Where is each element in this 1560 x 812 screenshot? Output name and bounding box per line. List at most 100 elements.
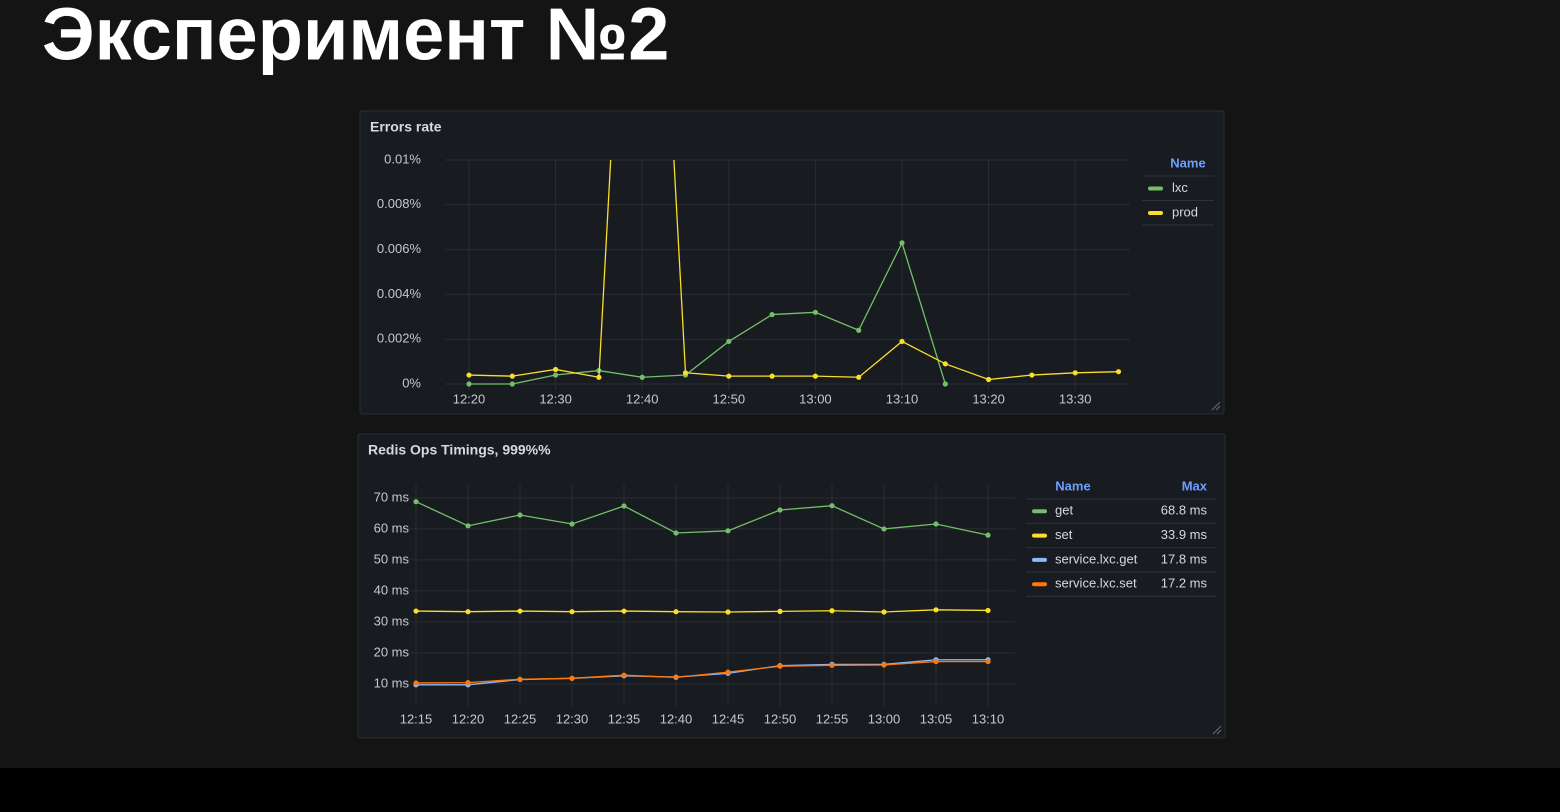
x-tick-label: 12:15 bbox=[400, 711, 433, 726]
x-tick-label: 13:00 bbox=[868, 711, 901, 726]
legend-max: 17.8 ms bbox=[1161, 551, 1208, 566]
data-point bbox=[725, 609, 731, 615]
data-point bbox=[726, 338, 732, 345]
data-point bbox=[856, 327, 862, 333]
data-point bbox=[881, 526, 887, 532]
data-point bbox=[569, 675, 575, 681]
data-point bbox=[899, 240, 905, 246]
y-tick-label: 20 ms bbox=[374, 644, 410, 659]
data-point bbox=[933, 607, 939, 613]
resize-handle bbox=[1211, 401, 1221, 411]
legend-name: service.lxc.set bbox=[1055, 576, 1137, 591]
data-point bbox=[942, 361, 948, 367]
data-point bbox=[673, 674, 679, 680]
x-tick-label: 13:10 bbox=[972, 711, 1005, 726]
y-tick-label: 0% bbox=[402, 375, 421, 390]
y-tick-label: 0.008% bbox=[377, 196, 422, 211]
legend-name: get bbox=[1055, 503, 1073, 518]
legend-header: Name bbox=[1055, 478, 1090, 493]
data-point bbox=[553, 372, 559, 378]
data-point bbox=[856, 374, 862, 380]
series-line bbox=[415, 660, 988, 684]
data-point bbox=[509, 381, 515, 387]
data-point bbox=[413, 499, 419, 505]
series-line bbox=[415, 609, 989, 613]
data-point bbox=[682, 370, 689, 376]
data-point bbox=[725, 528, 731, 534]
y-tick-label: 40 ms bbox=[374, 582, 410, 597]
x-tick-label: 12:55 bbox=[816, 711, 849, 726]
y-tick-label: 60 ms bbox=[374, 520, 410, 535]
data-point bbox=[413, 680, 419, 686]
data-point bbox=[881, 609, 887, 615]
data-point bbox=[553, 366, 559, 373]
x-tick-label: 12:30 bbox=[539, 391, 572, 406]
y-tick-label: 0.006% bbox=[377, 241, 422, 256]
x-tick-label: 12:40 bbox=[660, 711, 693, 726]
panel bbox=[359, 110, 1225, 415]
data-point bbox=[899, 338, 905, 345]
data-point bbox=[639, 374, 645, 380]
data-point bbox=[466, 372, 472, 378]
y-tick-label: 70 ms bbox=[374, 489, 410, 504]
data-point bbox=[673, 609, 679, 615]
data-point bbox=[881, 662, 887, 668]
data-point bbox=[829, 608, 835, 614]
data-point bbox=[777, 507, 783, 513]
legend-header: Name bbox=[1170, 155, 1205, 170]
data-point bbox=[621, 503, 627, 509]
panel-title: Redis Ops Timings, 999%% bbox=[368, 442, 551, 458]
legend-name: prod bbox=[1172, 204, 1198, 219]
data-point bbox=[466, 381, 472, 387]
series-line bbox=[468, 160, 1119, 381]
data-point bbox=[673, 530, 679, 536]
x-tick-label: 12:30 bbox=[556, 711, 589, 726]
resize-handle bbox=[1212, 725, 1222, 735]
legend-name: service.lxc.get bbox=[1055, 551, 1138, 566]
slide-title: Эксперимент №2 bbox=[42, 0, 669, 76]
data-point bbox=[465, 523, 471, 529]
data-point bbox=[777, 608, 783, 614]
y-tick-label: 50 ms bbox=[374, 551, 410, 566]
x-tick-label: 13:30 bbox=[1059, 391, 1092, 406]
x-tick-label: 12:25 bbox=[504, 711, 537, 726]
legend-name: lxc bbox=[1172, 180, 1188, 195]
data-point bbox=[1029, 372, 1035, 378]
data-point bbox=[621, 608, 627, 614]
data-point bbox=[569, 521, 575, 527]
x-tick-label: 13:10 bbox=[886, 391, 919, 406]
x-tick-label: 13:05 bbox=[920, 711, 953, 726]
data-point bbox=[465, 609, 471, 615]
y-tick-label: 30 ms bbox=[374, 613, 410, 628]
panel bbox=[357, 433, 1226, 739]
bottom-bar bbox=[0, 768, 1560, 812]
data-point bbox=[985, 532, 991, 538]
legend-name: set bbox=[1055, 527, 1073, 542]
series-line bbox=[469, 241, 946, 385]
data-point bbox=[933, 521, 939, 527]
data-point bbox=[725, 669, 731, 675]
data-point bbox=[769, 311, 775, 318]
x-tick-label: 12:20 bbox=[452, 711, 485, 726]
data-point bbox=[986, 376, 992, 383]
data-point bbox=[596, 374, 602, 380]
data-point bbox=[509, 373, 515, 379]
data-point bbox=[1115, 369, 1122, 375]
data-point bbox=[726, 373, 732, 379]
data-point bbox=[777, 663, 783, 669]
data-point bbox=[812, 309, 819, 315]
data-point bbox=[465, 680, 471, 686]
series-line bbox=[415, 501, 989, 536]
data-point bbox=[812, 373, 819, 379]
y-tick-label: 0.002% bbox=[377, 331, 422, 346]
x-tick-label: 12:20 bbox=[453, 391, 486, 406]
data-point bbox=[517, 608, 523, 614]
legend-max: 68.8 ms bbox=[1161, 503, 1208, 518]
panel-title: Errors rate bbox=[370, 119, 442, 135]
y-tick-label: 0.004% bbox=[377, 286, 422, 301]
data-point bbox=[829, 503, 835, 509]
data-point bbox=[621, 672, 627, 678]
data-point bbox=[933, 658, 939, 665]
x-tick-label: 13:00 bbox=[799, 391, 832, 406]
